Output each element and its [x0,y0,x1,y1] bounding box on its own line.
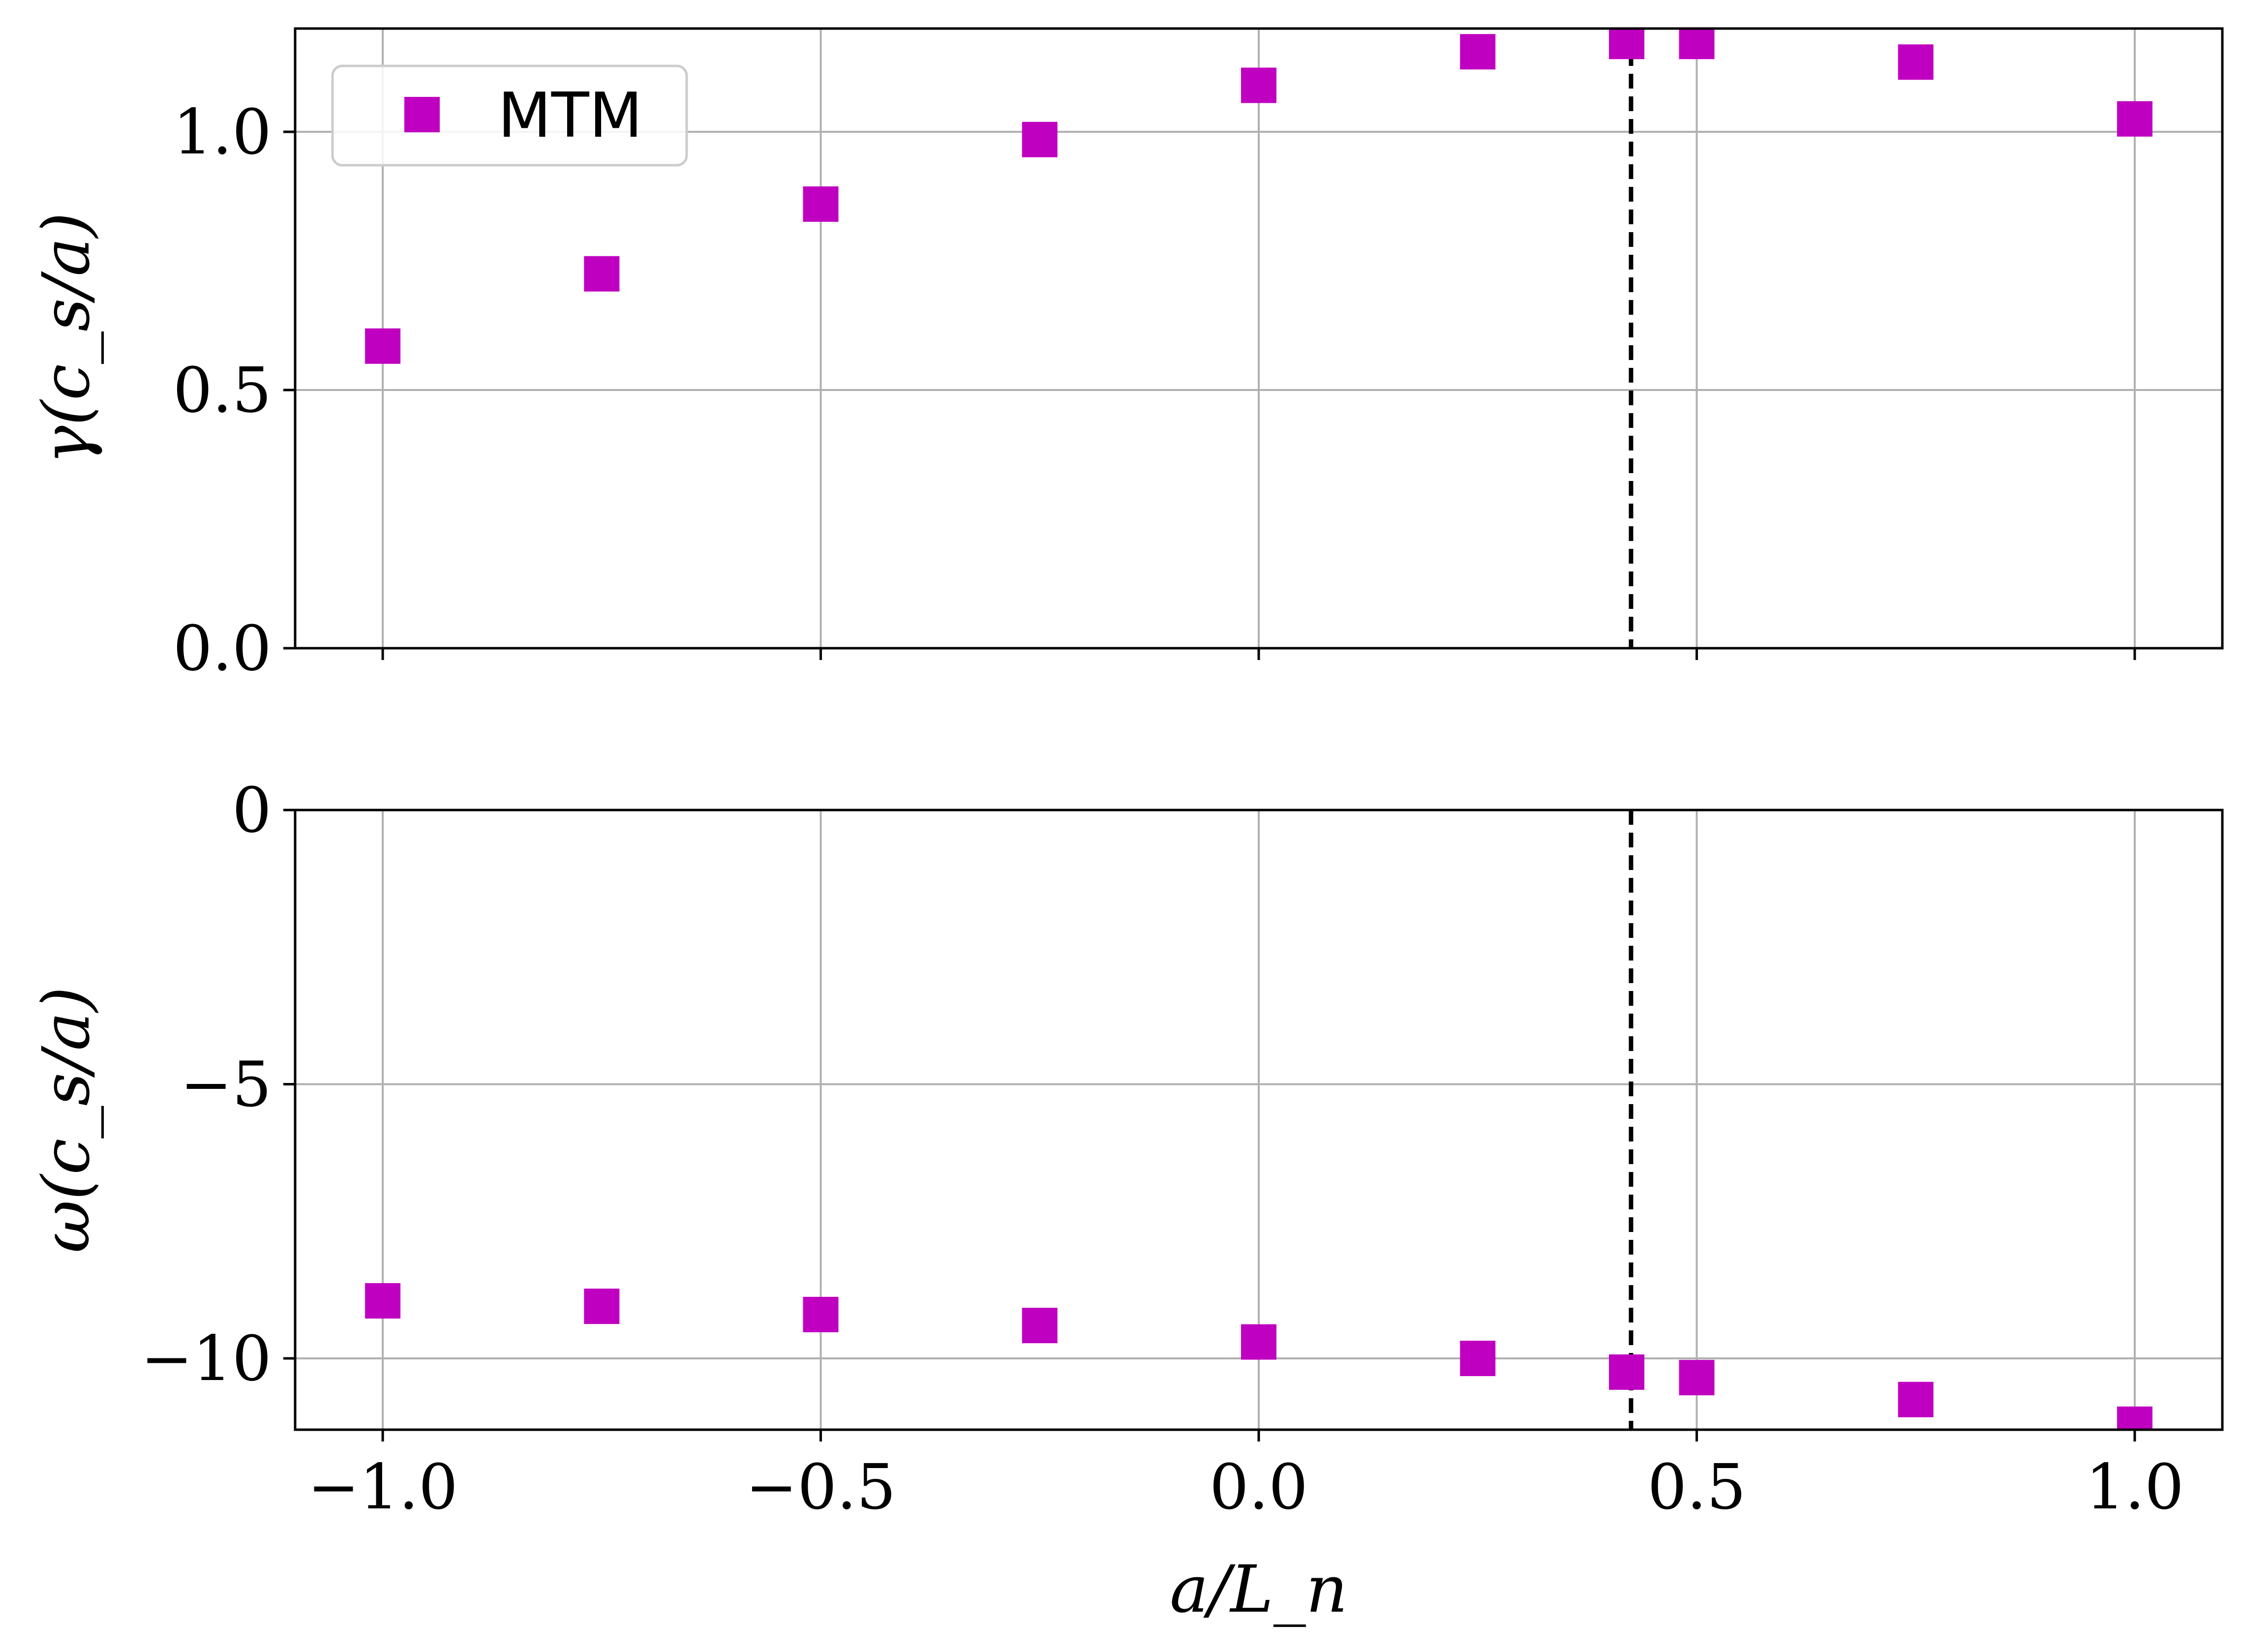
data-point [1898,44,1934,80]
data-point [1608,29,1644,60]
data-point [1022,1308,1058,1344]
y-tick-label: 0.5 [173,354,272,426]
data-point [2117,101,2152,137]
series-markers [365,1283,2152,1430]
y-tick-label: 0 [232,774,272,846]
y-axis-title: γ(c_s/a) [29,212,104,465]
series-markers [365,29,2152,364]
data-point [584,1289,620,1324]
data-point [365,328,401,364]
top-panel: 0.0 0.5 1.0 γ(c_s/a) MTM [29,27,2224,685]
y-tick-label: −5 [180,1049,272,1121]
axes-frame [294,27,2224,650]
bottom-panel: 0 −5 −10 −1.0 −0.5 0.0 0.5 1.0 ω(c_s/a) a/L_n [29,774,2224,1627]
data-point [1608,1354,1644,1390]
y-axis-title: ω(c_s/a) [29,987,104,1253]
x-tick-label: 0.5 [1647,1451,1746,1523]
data-point [803,1296,839,1332]
legend: MTM [331,64,688,167]
x-tick-label: −1.0 [307,1451,458,1523]
data-point [1679,29,1715,60]
data-point [1460,1341,1496,1377]
data-point [1022,121,1058,157]
x-tick-label: 0.0 [1210,1451,1308,1523]
legend-label: MTM [498,79,642,151]
data-point [1679,1360,1715,1396]
data-point [584,256,620,292]
data-point [803,186,839,222]
y-tick-label: −10 [141,1322,272,1395]
x-tick-label: −0.5 [746,1451,896,1523]
legend-marker [404,97,440,132]
data-point [1241,67,1276,103]
data-point [1460,34,1496,70]
data-point [2117,1406,2152,1430]
axes-frame [294,809,2224,1431]
data-point [1898,1382,1934,1417]
data-point [1241,1324,1276,1360]
x-tick-label: 1.0 [2086,1451,2184,1523]
y-tick-label: 0.0 [173,612,272,685]
data-point [365,1283,401,1319]
legend-box [331,64,688,167]
x-axis-title: a/L_n [1170,1552,1348,1627]
y-tick-label: 1.0 [173,96,272,168]
